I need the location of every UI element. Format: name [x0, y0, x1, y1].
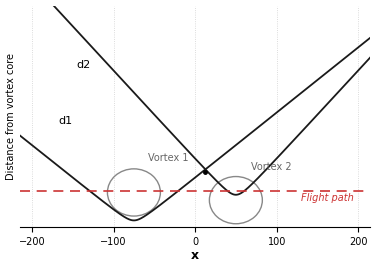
Text: d2: d2 — [77, 61, 91, 70]
Text: Vortex 2: Vortex 2 — [250, 162, 291, 172]
Text: d1: d1 — [58, 116, 72, 126]
Y-axis label: Distance from vortex core: Distance from vortex core — [6, 53, 15, 180]
X-axis label: x: x — [191, 250, 199, 262]
Text: Flight path: Flight path — [301, 193, 354, 203]
Text: Vortex 1: Vortex 1 — [148, 152, 188, 162]
